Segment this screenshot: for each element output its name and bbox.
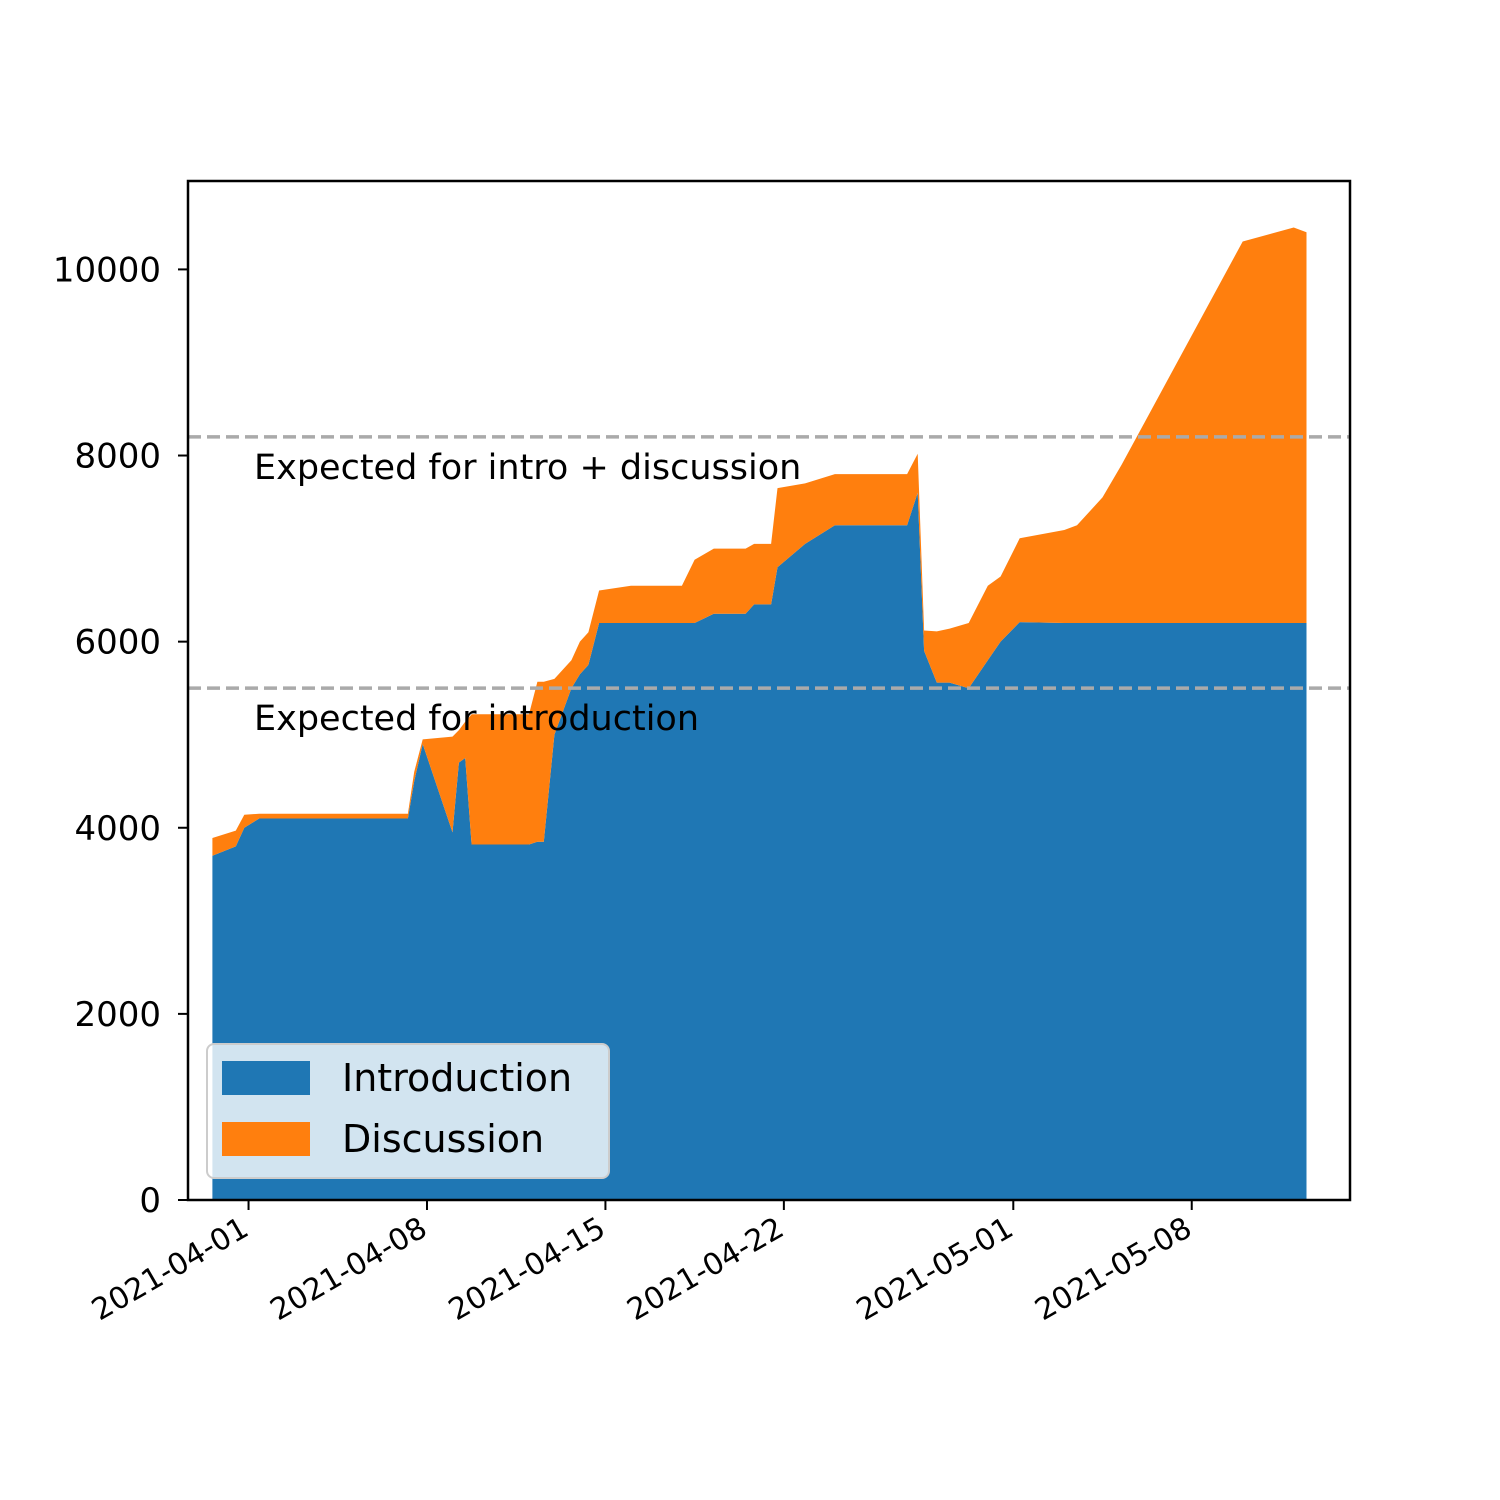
legend-label-discussion: Discussion [342,1117,544,1161]
area-introduction [212,492,1307,1200]
y-tick-label: 8000 [74,437,161,477]
reference-line-label-1: Expected for intro + discussion [254,448,801,488]
legend-label-introduction: Introduction [342,1056,572,1100]
y-tick-label: 4000 [74,809,161,849]
legend: Introduction Discussion [206,1043,610,1179]
y-tick-label: 10000 [53,250,161,290]
areas-layer [212,227,1307,1200]
y-axis: 0 2000 4000 6000 8000 10000 [53,250,188,1221]
y-tick-label: 2000 [74,995,161,1035]
reference-line-label-2: Expected for introduction [254,699,699,739]
y-tick-label: 0 [139,1181,161,1221]
area-discussion [212,227,1307,856]
legend-swatch-discussion [222,1122,310,1156]
plot-frame [186,179,1352,1202]
y-tick-label: 6000 [74,623,161,663]
reference-lines-layer: Expected for intro + discussion Expected … [188,435,1350,739]
legend-swatch-introduction [222,1061,310,1095]
